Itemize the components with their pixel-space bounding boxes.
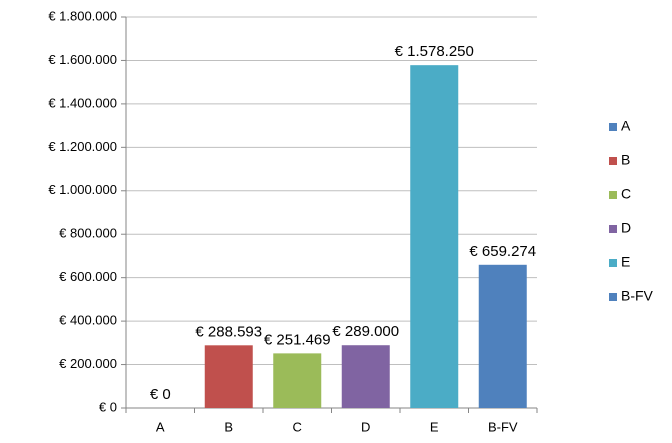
data-label: € 288.593 bbox=[195, 323, 262, 340]
data-label: € 251.469 bbox=[264, 331, 331, 348]
bar bbox=[478, 264, 527, 408]
y-tick-label: € 0 bbox=[99, 399, 117, 414]
y-tick-label: € 600.000 bbox=[59, 269, 117, 284]
x-tick-label: B-FV bbox=[488, 419, 518, 434]
data-label: € 289.000 bbox=[332, 323, 399, 340]
bar bbox=[410, 65, 459, 408]
legend-swatch bbox=[609, 191, 617, 199]
bar bbox=[204, 345, 253, 408]
legend-label: B-FV bbox=[621, 288, 654, 304]
y-tick-label: € 1.000.000 bbox=[48, 182, 117, 197]
x-tick-label: B bbox=[224, 419, 233, 434]
legend-label: D bbox=[621, 220, 631, 236]
y-tick-label: € 200.000 bbox=[59, 356, 117, 371]
x-tick-label: D bbox=[361, 419, 370, 434]
x-tick-label: A bbox=[156, 419, 165, 434]
x-tick-label: C bbox=[293, 419, 302, 434]
bar bbox=[273, 353, 322, 408]
legend-label: A bbox=[621, 118, 631, 134]
legend-swatch bbox=[609, 259, 617, 267]
y-tick-label: € 1.600.000 bbox=[48, 52, 117, 67]
legend-swatch bbox=[609, 225, 617, 233]
bar bbox=[341, 345, 390, 408]
data-label: € 1.578.250 bbox=[395, 43, 474, 60]
y-tick-label: € 400.000 bbox=[59, 313, 117, 328]
legend-label: B bbox=[621, 152, 630, 168]
legend-label: E bbox=[621, 254, 630, 270]
y-tick-label: € 800.000 bbox=[59, 226, 117, 241]
y-tick-label: € 1.400.000 bbox=[48, 95, 117, 110]
x-tick-label: E bbox=[430, 419, 439, 434]
legend-swatch bbox=[609, 293, 617, 301]
y-tick-label: € 1.200.000 bbox=[48, 139, 117, 154]
data-label: € 0 bbox=[150, 386, 171, 403]
y-tick-label: € 1.800.000 bbox=[48, 8, 117, 23]
data-label: € 659.274 bbox=[469, 243, 536, 260]
legend-label: C bbox=[621, 186, 631, 202]
legend-swatch bbox=[609, 123, 617, 131]
legend-swatch bbox=[609, 157, 617, 165]
